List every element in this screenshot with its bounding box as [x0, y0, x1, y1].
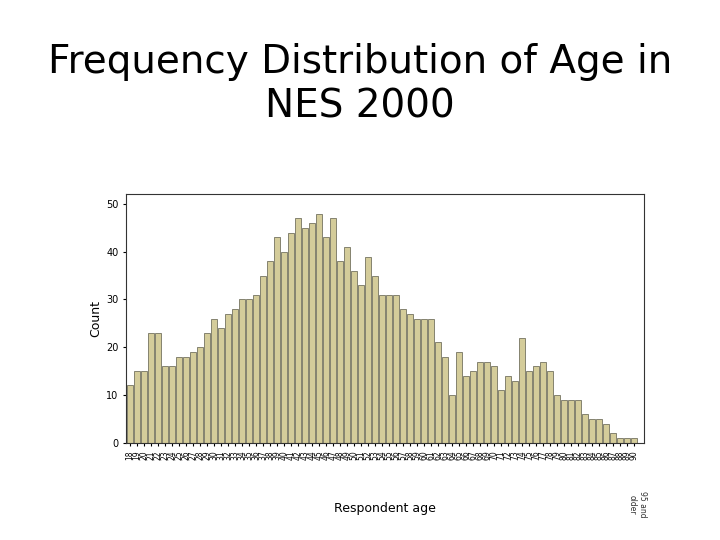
Bar: [463, 376, 469, 443]
Bar: [484, 362, 490, 443]
Bar: [260, 275, 266, 443]
Bar: [603, 424, 609, 443]
Bar: [176, 357, 182, 443]
Bar: [491, 366, 497, 443]
Bar: [582, 414, 588, 443]
Bar: [414, 319, 420, 443]
Bar: [533, 366, 539, 443]
Bar: [372, 275, 378, 443]
Bar: [169, 366, 175, 443]
Text: Frequency Distribution of Age in
NES 2000: Frequency Distribution of Age in NES 200…: [48, 43, 672, 125]
Bar: [337, 261, 343, 443]
Bar: [393, 295, 399, 443]
Bar: [253, 295, 259, 443]
Bar: [400, 309, 406, 443]
Bar: [477, 362, 483, 443]
Bar: [239, 300, 245, 443]
Bar: [302, 228, 308, 443]
Bar: [442, 357, 448, 443]
Bar: [183, 357, 189, 443]
Bar: [561, 400, 567, 443]
Bar: [540, 362, 546, 443]
Bar: [421, 319, 427, 443]
Bar: [330, 218, 336, 443]
Bar: [554, 395, 560, 443]
Bar: [589, 419, 595, 443]
Bar: [295, 218, 301, 443]
Bar: [435, 342, 441, 443]
Bar: [323, 238, 329, 443]
Text: 95 and
older: 95 and older: [628, 491, 647, 518]
Bar: [449, 395, 455, 443]
Bar: [141, 371, 147, 443]
Bar: [344, 247, 350, 443]
X-axis label: Respondent age: Respondent age: [334, 502, 436, 515]
Bar: [134, 371, 140, 443]
Bar: [519, 338, 525, 443]
Bar: [631, 438, 637, 443]
Bar: [127, 386, 133, 443]
Bar: [547, 371, 553, 443]
Bar: [288, 233, 294, 443]
Bar: [610, 433, 616, 443]
Bar: [225, 314, 231, 443]
Bar: [617, 438, 623, 443]
Bar: [274, 238, 280, 443]
Bar: [309, 223, 315, 443]
Bar: [218, 328, 224, 443]
Bar: [204, 333, 210, 443]
Bar: [232, 309, 238, 443]
Bar: [281, 252, 287, 443]
Bar: [162, 366, 168, 443]
Bar: [358, 285, 364, 443]
Bar: [428, 319, 434, 443]
Bar: [505, 376, 511, 443]
Bar: [526, 371, 532, 443]
Bar: [190, 352, 196, 443]
Bar: [512, 381, 518, 443]
Bar: [470, 371, 476, 443]
Bar: [498, 390, 504, 443]
Bar: [156, 333, 161, 443]
Bar: [365, 256, 371, 443]
Bar: [267, 261, 273, 443]
Y-axis label: Count: Count: [89, 300, 102, 337]
Bar: [351, 271, 357, 443]
Bar: [316, 213, 322, 443]
Bar: [575, 400, 581, 443]
Bar: [407, 314, 413, 443]
Bar: [246, 300, 252, 443]
Bar: [197, 347, 203, 443]
Bar: [624, 438, 630, 443]
Bar: [386, 295, 392, 443]
Bar: [596, 419, 602, 443]
Bar: [211, 319, 217, 443]
Bar: [568, 400, 574, 443]
Bar: [148, 333, 154, 443]
Bar: [456, 352, 462, 443]
Bar: [379, 295, 385, 443]
